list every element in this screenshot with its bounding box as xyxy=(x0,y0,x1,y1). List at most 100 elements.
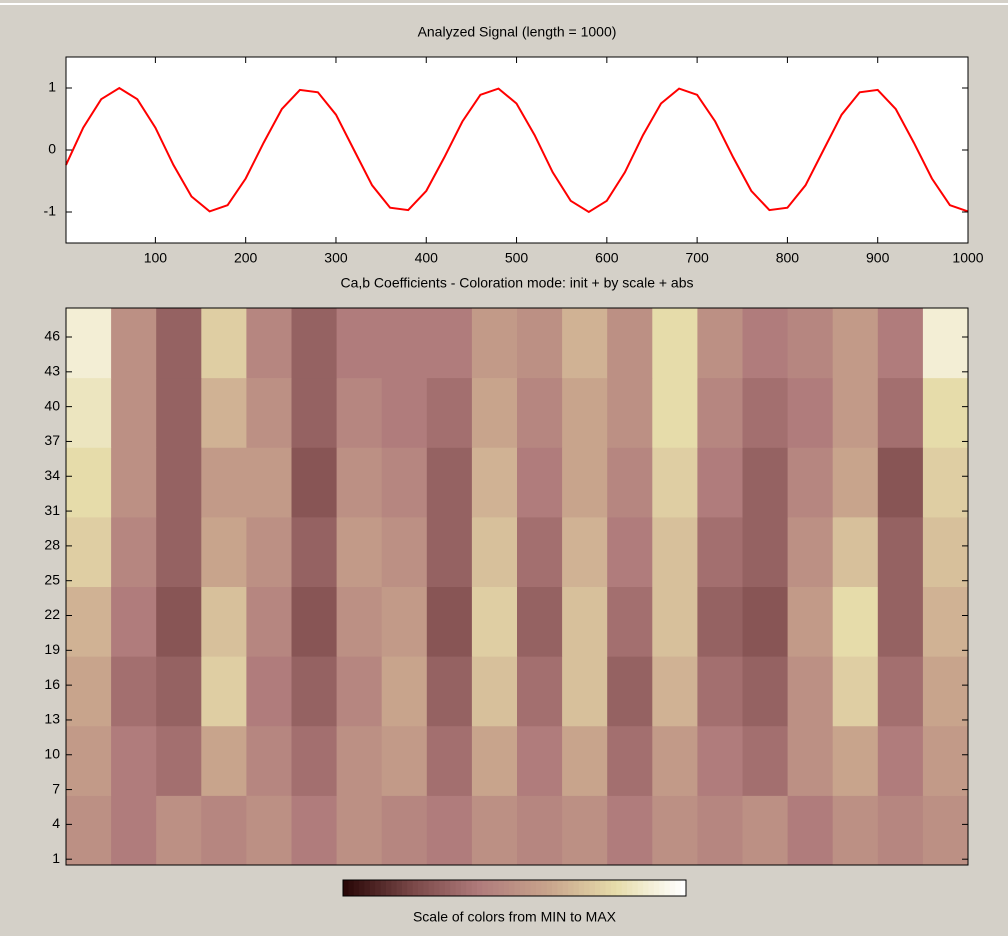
y-tick-label: 43 xyxy=(44,363,60,379)
colorbar-swatch xyxy=(359,880,366,896)
colorbar-swatch xyxy=(535,880,542,896)
colorbar-swatch xyxy=(396,880,403,896)
colorbar-swatch xyxy=(401,880,408,896)
heatmap-cell xyxy=(246,586,292,657)
heatmap-cell xyxy=(426,656,473,727)
heatmap-cell xyxy=(111,725,157,796)
colorbar-swatch xyxy=(675,880,682,896)
colorbar-swatch xyxy=(643,880,650,896)
axes-background xyxy=(66,57,968,243)
heatmap-cell xyxy=(742,447,789,518)
colorbar-swatch xyxy=(530,880,537,896)
colorbar-swatch xyxy=(525,880,532,896)
heatmap-cell xyxy=(156,377,202,448)
heatmap-cell xyxy=(291,308,338,379)
heatmap-cell xyxy=(201,586,247,657)
heatmap-cell xyxy=(156,516,202,587)
colorbar-swatch xyxy=(460,880,467,896)
x-tick-label: 600 xyxy=(595,250,619,266)
heatmap-cell xyxy=(381,795,428,866)
heatmap-cell xyxy=(246,516,292,587)
heatmap-cell xyxy=(787,516,834,587)
heatmap-cell xyxy=(111,656,157,727)
colorbar-swatch xyxy=(552,880,558,896)
x-tick-label: 300 xyxy=(324,250,348,266)
heatmap-cell xyxy=(201,725,247,796)
heatmap-cell xyxy=(697,377,743,448)
colorbar-swatch xyxy=(610,880,617,896)
heatmap-cell xyxy=(381,725,428,796)
heatmap-cell xyxy=(66,725,112,796)
heatmap-cell xyxy=(877,516,924,587)
colorbar-swatch xyxy=(412,880,419,896)
colorbar-swatch xyxy=(423,880,430,896)
heatmap-cell xyxy=(111,516,157,587)
heatmap-cell xyxy=(156,308,202,379)
heatmap-cell xyxy=(832,377,879,448)
heatmap-cell xyxy=(607,656,653,727)
heatmap-cell xyxy=(742,308,789,379)
heatmap-cell xyxy=(562,586,608,657)
heatmap-cell xyxy=(562,308,608,379)
x-tick-label: 700 xyxy=(685,250,709,266)
heatmap-cell xyxy=(787,586,834,657)
heatmap-cell xyxy=(652,377,698,448)
y-tick-label: 7 xyxy=(52,780,60,796)
heatmap-cell xyxy=(336,586,383,657)
colorbar-swatch xyxy=(589,880,596,896)
x-tick-label: 200 xyxy=(234,250,258,266)
heatmap-cell xyxy=(562,516,608,587)
heatmap-cell xyxy=(742,725,789,796)
heatmap-cell xyxy=(66,447,112,518)
heatmap-cell xyxy=(742,795,789,866)
colorbar-frame xyxy=(342,879,687,897)
heatmap-cell xyxy=(877,447,924,518)
heatmap-cell xyxy=(652,586,698,657)
heatmap-cell xyxy=(517,308,563,379)
heatmap-cell xyxy=(246,377,292,448)
colorbar-swatch xyxy=(385,880,392,896)
heatmap-cell xyxy=(156,725,202,796)
heatmap-cell xyxy=(922,586,969,657)
heatmap-cell xyxy=(877,725,924,796)
colorbar-swatch xyxy=(369,880,376,896)
heatmap-cell xyxy=(832,795,879,866)
heatmap-cell xyxy=(111,795,157,866)
heatmap-cell xyxy=(471,656,518,727)
colorbar-swatch xyxy=(380,880,387,896)
colorbar-swatch xyxy=(450,880,457,896)
heatmap-cell xyxy=(66,377,112,448)
heatmap-cell xyxy=(246,447,292,518)
y-tick-label: 46 xyxy=(44,328,60,344)
heatmap-cell xyxy=(517,586,563,657)
heatmap-cell xyxy=(877,377,924,448)
heatmap-cell xyxy=(517,656,563,727)
heatmap-cell xyxy=(742,377,789,448)
colorbar-swatch xyxy=(471,880,478,896)
heatmap-cell xyxy=(336,447,383,518)
heatmap-cell xyxy=(562,795,608,866)
colorbar-swatch xyxy=(546,880,553,896)
heatmap-cell xyxy=(922,447,969,518)
heatmap-cell xyxy=(697,586,743,657)
colorbar-swatch xyxy=(482,880,489,896)
colorbar-swatch xyxy=(632,880,639,896)
heatmap-cell xyxy=(291,656,338,727)
colorbar-swatch xyxy=(594,880,601,896)
colorbar-swatch xyxy=(648,880,655,896)
heatmap-cell xyxy=(832,586,879,657)
heatmap-cell xyxy=(697,656,743,727)
colorbar-swatch xyxy=(391,880,398,896)
y-tick-label: 16 xyxy=(44,676,60,692)
heatmap-cell xyxy=(697,308,743,379)
heatmap-cell xyxy=(607,725,653,796)
colorbar-swatch xyxy=(541,880,548,896)
heatmap-cell xyxy=(517,447,563,518)
y-tick-label: 10 xyxy=(44,745,60,761)
heatmap-cell xyxy=(787,795,834,866)
heatmap-cell xyxy=(562,377,608,448)
heatmap-cell xyxy=(291,447,338,518)
y-tick-label: 1 xyxy=(52,850,60,866)
heatmap-cell xyxy=(652,725,698,796)
colorbar-swatch xyxy=(669,880,676,896)
